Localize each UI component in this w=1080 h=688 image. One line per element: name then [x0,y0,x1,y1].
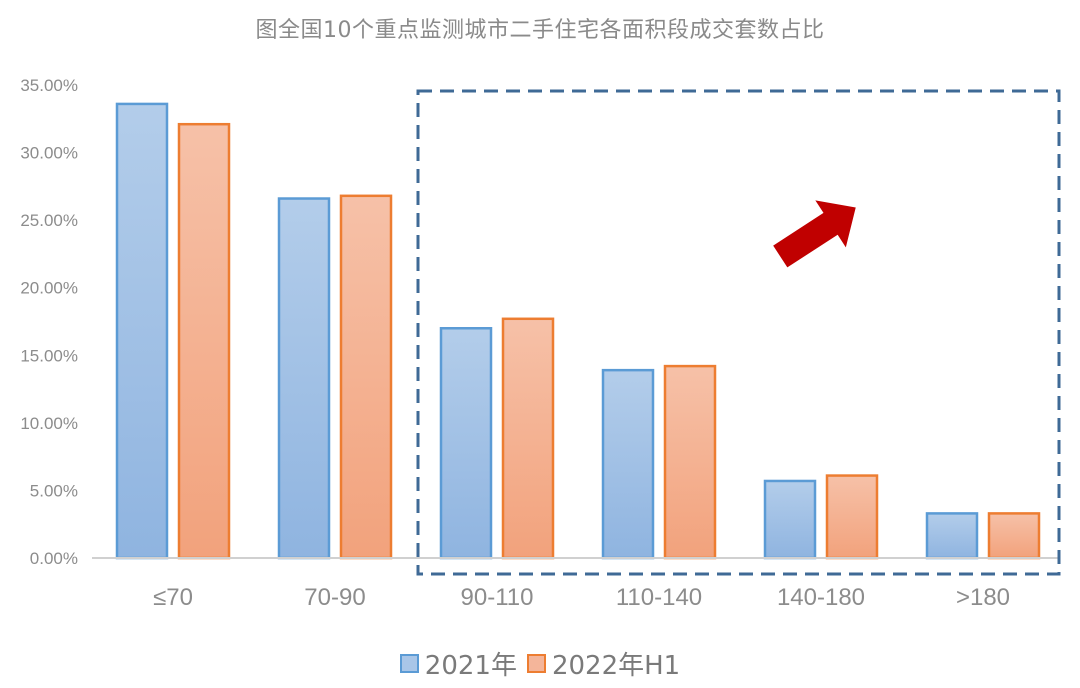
x-tick-label: 70-90 [304,584,365,611]
y-tick-label: 5.00% [30,481,78,500]
bar-2022h1 [339,194,393,560]
bar-2021 [925,512,979,560]
y-tick-label: 30.00% [20,144,78,163]
bar-2021 [439,327,493,560]
legend-swatch-orange [526,654,546,673]
y-tick-label: 15.00% [20,346,78,365]
bar-2021 [277,197,331,560]
bar-2022h1 [501,317,555,560]
y-tick-label: 20.00% [20,279,78,298]
x-tick-label: ≤70 [153,584,193,611]
bars [115,102,1041,560]
y-tick-label: 0.00% [30,549,78,568]
legend-label: 2022年H1 [551,651,681,681]
legend-item-2021: 2021年 [399,645,517,682]
x-tick-label: >180 [956,584,1010,611]
x-tick-label: 110-140 [616,584,702,611]
y-axis: 0.00% 5.00% 10.00% 15.00% 20.00% 25.00% 30.00%… [20,76,78,568]
x-tick-label: 90-110 [461,584,534,611]
y-tick-label: 25.00% [20,211,78,230]
legend-label: 2021年 [424,651,517,681]
bar-2022h1 [987,512,1041,560]
bar-2022h1 [825,474,879,560]
y-tick-label: 10.00% [20,414,78,433]
bar-2021 [115,102,169,560]
highlight-dashed-box [416,89,1061,576]
legend: 2021年 2022年H1 [0,645,1080,682]
chart-title: 图全国10个重点监测城市二手住宅各面积段成交套数占比 [255,18,825,43]
x-axis: ≤70 70-90 90-110 110-140 140-180 >180 [153,584,1010,611]
legend-item-2022h1: 2022年H1 [526,645,681,682]
bar-2021 [601,368,655,560]
bar-2021 [763,479,817,560]
trend-arrow-icon [773,200,856,268]
legend-swatch-blue [399,654,419,673]
x-tick-label: 140-180 [777,584,865,611]
y-tick-label: 35.00% [20,76,78,95]
bar-2022h1 [177,122,231,560]
bar-2022h1 [663,364,717,560]
